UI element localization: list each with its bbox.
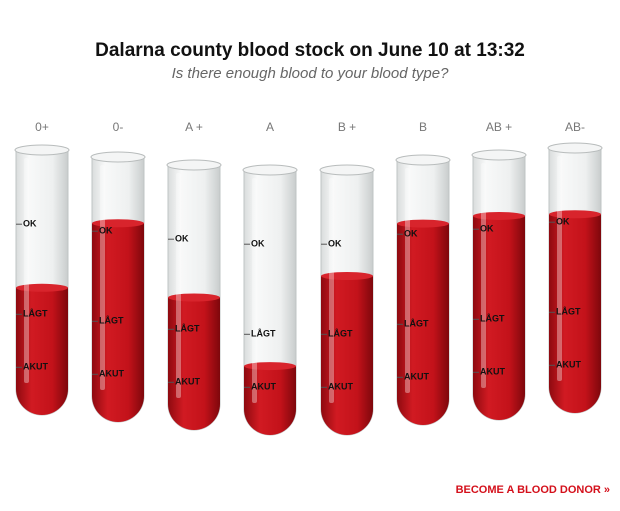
tube-rim — [395, 154, 451, 166]
tube-rim — [471, 149, 527, 161]
blood-surface — [397, 219, 449, 228]
tube-rim — [166, 159, 222, 171]
blood-surface — [92, 219, 144, 228]
blood-level — [397, 223, 449, 425]
x-tick-label: AB + — [486, 120, 512, 134]
level-label: LÅGT — [480, 314, 505, 324]
level-label: AKUT — [23, 362, 48, 372]
blood-level — [244, 366, 296, 435]
donor-link[interactable]: BECOME A BLOOD DONOR » — [455, 484, 610, 496]
blood-surface — [549, 210, 601, 219]
tube-rim — [14, 144, 70, 156]
level-label: OK — [23, 219, 37, 229]
tube-rim — [242, 164, 298, 176]
tube-shine — [100, 165, 105, 390]
tube-rim — [90, 151, 146, 163]
tube-rim — [319, 164, 375, 176]
level-label: AKUT — [404, 372, 429, 382]
blood-level — [549, 214, 601, 413]
x-tick-label: B — [419, 120, 427, 134]
level-label: LÅGT — [556, 307, 581, 317]
blood-level — [16, 287, 68, 415]
x-tick-label: A + — [185, 120, 203, 134]
level-label: OK — [556, 217, 570, 227]
tube-shine — [557, 156, 562, 381]
blood-surface — [473, 211, 525, 220]
tube-shine — [405, 168, 410, 393]
level-label: AKUT — [99, 369, 124, 379]
blood-level — [168, 297, 220, 430]
x-tick-label: A — [266, 120, 274, 134]
blood-level — [321, 276, 373, 435]
level-label: AKUT — [175, 377, 200, 387]
level-label: LÅGT — [328, 329, 353, 339]
level-label: LÅGT — [99, 316, 124, 326]
level-label: OK — [251, 239, 265, 249]
level-label: OK — [480, 224, 494, 234]
blood-surface — [321, 272, 373, 280]
level-label: AKUT — [480, 367, 505, 377]
blood-surface — [244, 362, 296, 371]
level-label: LÅGT — [404, 319, 429, 329]
blood-level — [473, 215, 525, 420]
x-tick-label: AB- — [565, 120, 585, 134]
level-label: OK — [99, 226, 113, 236]
tube-shine — [176, 173, 181, 398]
blood-surface — [16, 283, 68, 292]
x-tick-label: 0- — [113, 120, 124, 134]
level-label: AKUT — [251, 382, 276, 392]
tube-shine — [252, 178, 257, 403]
x-tick-label: 0+ — [35, 120, 49, 134]
tube-rim — [547, 142, 603, 154]
level-label: OK — [175, 234, 189, 244]
tube-shine — [481, 163, 486, 388]
level-label: LÅGT — [175, 324, 200, 334]
tube-shine — [24, 158, 29, 383]
chart-title: Dalarna county blood stock on June 10 at… — [95, 40, 525, 61]
x-tick-label: B + — [338, 120, 356, 134]
tube-shine — [329, 178, 334, 403]
level-label: OK — [404, 229, 418, 239]
level-label: AKUT — [328, 382, 353, 392]
level-label: LÅGT — [251, 329, 276, 339]
level-label: AKUT — [556, 360, 581, 370]
blood-surface — [168, 293, 220, 302]
chart-subtitle: Is there enough blood to your blood type… — [172, 65, 450, 82]
level-label: OK — [328, 239, 342, 249]
level-label: LÅGT — [23, 309, 48, 319]
blood-level — [92, 223, 144, 422]
